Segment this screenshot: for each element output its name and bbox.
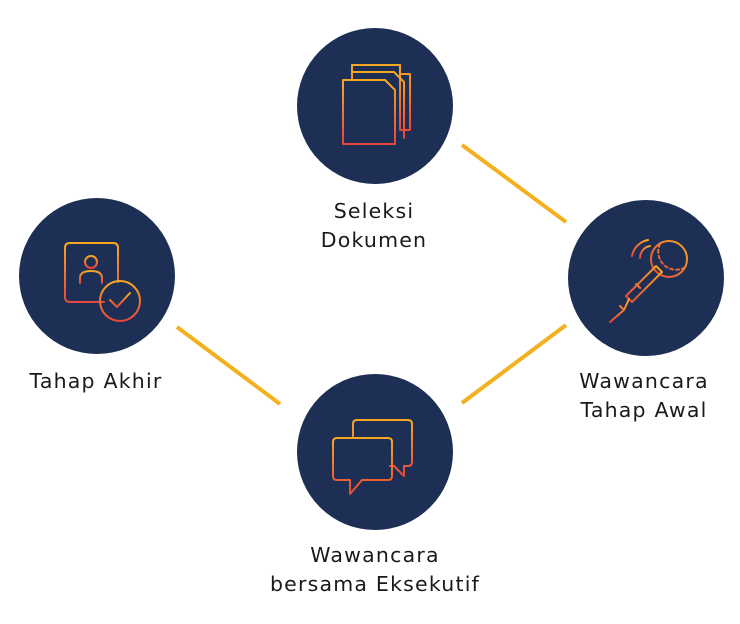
node-circle — [19, 198, 175, 354]
label-line: Wawancara — [579, 369, 709, 393]
node-circle — [297, 28, 453, 184]
document-icon — [342, 64, 411, 145]
label-seleksi-dokumen: Seleksi Dokumen — [274, 197, 474, 255]
label-line: Wawancara — [310, 543, 440, 567]
label-tahap-akhir: Tahap Akhir — [0, 367, 192, 396]
connector-eksekutif-to-akhir — [175, 325, 282, 406]
label-line: Tahap Awal — [580, 398, 708, 422]
node-tahap-akhir — [19, 198, 175, 354]
chat-bubbles-icon — [332, 419, 413, 495]
label-wawancara-tahap-awal: Wawancara Tahap Awal — [544, 367, 740, 425]
profile-check-icon — [64, 242, 141, 322]
connector-awal-to-eksekutif — [460, 323, 568, 405]
label-wawancara-bersama-eksekutif: Wawancara bersama Eksekutif — [225, 541, 525, 599]
microphone-icon — [609, 239, 688, 323]
label-line: Dokumen — [320, 228, 428, 252]
label-line: bersama Eksekutif — [269, 572, 481, 596]
label-line: Tahap Akhir — [29, 369, 163, 393]
node-wawancara-bersama-eksekutif — [297, 374, 453, 530]
node-wawancara-tahap-awal — [568, 200, 724, 356]
node-circle — [297, 374, 453, 530]
node-circle — [568, 200, 724, 356]
connector-seleksi-to-awal — [460, 143, 568, 224]
label-line: Seleksi — [333, 199, 415, 223]
node-seleksi-dokumen — [297, 28, 453, 184]
